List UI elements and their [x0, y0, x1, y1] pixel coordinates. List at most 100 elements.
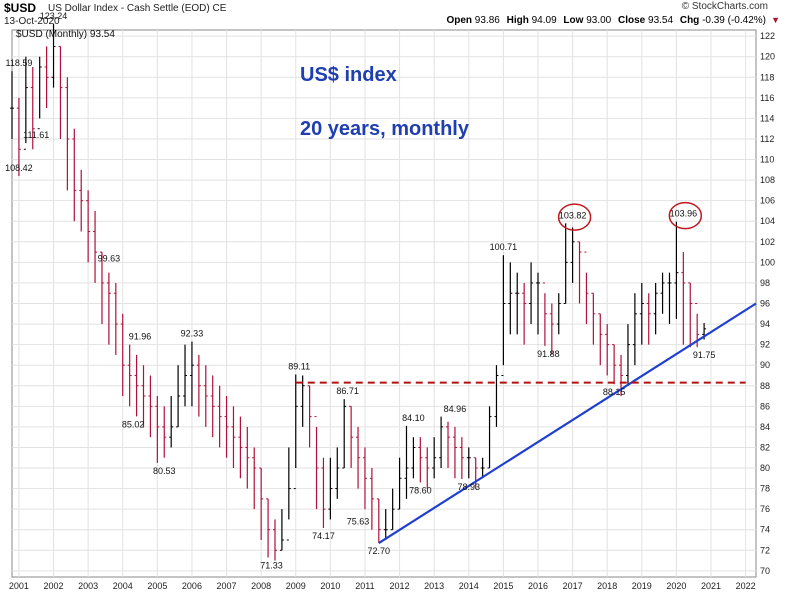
- y-tick-label: 114: [760, 113, 774, 123]
- ohlc-bar: [349, 405, 354, 469]
- ohlc-bar: [501, 255, 506, 376]
- price-label: 89.11: [288, 361, 310, 371]
- ohlc-bar: [549, 303, 554, 355]
- peak-circles: [557, 201, 703, 231]
- ohlc-bar: [653, 282, 658, 335]
- ohlc-readout: Open 93.86 High 94.09 Low 93.00 Close 93…: [446, 15, 766, 26]
- price-label: 123.24: [40, 11, 68, 21]
- ohlc-bar: [37, 56, 42, 130]
- ohlc-bar: [293, 374, 298, 490]
- price-label: 91.88: [537, 349, 560, 359]
- y-tick-label: 90: [760, 360, 770, 370]
- copyright-label: © StockCharts.com: [681, 1, 768, 12]
- y-tick-label: 102: [760, 237, 775, 247]
- y-tick-label: 108: [760, 175, 775, 185]
- ohlc-bar: [612, 344, 617, 385]
- y-tick-label: 74: [760, 525, 770, 535]
- ohlc-bar: [328, 457, 333, 520]
- x-tick-label: 2005: [147, 581, 167, 591]
- ohlc-bar: [577, 241, 582, 304]
- ohlc-bar: [452, 426, 457, 479]
- y-tick-label: 116: [760, 93, 774, 103]
- ohlc-bar: [169, 396, 174, 448]
- ohlc-bar: [65, 77, 70, 191]
- x-tick-label: 2013: [424, 581, 444, 591]
- ohlc-bar: [605, 324, 610, 376]
- ohlc-bar: [272, 519, 277, 561]
- ohlc-bar: [79, 169, 84, 232]
- price-label: 108.42: [5, 163, 33, 173]
- ohlc-bar: [44, 46, 49, 109]
- dropdown-triangle-icon[interactable]: ▼: [771, 15, 780, 25]
- price-label: 100.71: [490, 242, 518, 252]
- ohlc-bar: [487, 406, 492, 469]
- x-tick-label: 2022: [736, 581, 756, 591]
- ohlc-bar: [342, 399, 347, 469]
- y-tick-label: 76: [760, 504, 770, 514]
- ohlc-bar: [390, 488, 395, 531]
- x-tick-label: 2007: [217, 581, 237, 591]
- ohlc-bar: [418, 437, 423, 483]
- ohlc-bar: [335, 447, 340, 499]
- ohlc-bar: [556, 293, 561, 335]
- x-tick-label: 2008: [251, 581, 271, 591]
- annotation-title: US$ index: [300, 64, 397, 86]
- y-tick-label: 96: [760, 299, 770, 309]
- ohlc-bar: [439, 416, 444, 469]
- price-label: 92.33: [181, 329, 204, 339]
- price-label: 78.60: [409, 485, 432, 495]
- y-tick-label: 104: [760, 216, 775, 226]
- price-label: 86.71: [336, 386, 359, 396]
- x-tick-label: 2021: [701, 581, 721, 591]
- support-trend-line: [378, 302, 757, 544]
- ohlc-bar: [515, 272, 520, 335]
- ohlc-bar: [446, 421, 451, 469]
- instrument-name: US Dollar Index - Cash Settle (EOD) CE: [48, 3, 227, 14]
- ohlc-bar: [72, 128, 77, 222]
- ohlc-bar: [58, 45, 63, 139]
- y-tick-label: 82: [760, 442, 770, 452]
- ohlc-bar: [134, 354, 139, 417]
- y-tick-label: 84: [760, 422, 770, 432]
- ohlc-bar: [10, 71, 14, 139]
- x-tick-label: 2020: [666, 581, 686, 591]
- legend-label: $USD (Monthly) 93.54: [16, 29, 115, 40]
- x-tick-label: 2012: [390, 581, 410, 591]
- ohlc-bar: [508, 262, 513, 335]
- ohlc-bar: [411, 437, 416, 479]
- ohlc-bar: [210, 375, 215, 438]
- price-label: 111.61: [23, 130, 49, 140]
- ohlc-bar: [688, 282, 693, 348]
- ohlc-bar: [667, 272, 672, 325]
- x-tick-label: 2016: [528, 581, 548, 591]
- ohlc-bar: [231, 406, 236, 469]
- ohlc-bar: [286, 447, 291, 541]
- ohlc-bar: [196, 354, 201, 417]
- price-label: 99.63: [98, 253, 121, 263]
- x-tick-label: 2003: [78, 581, 98, 591]
- ohlc-bar: [307, 385, 312, 448]
- ohlc-bar: [120, 313, 125, 397]
- ohlc-bar: [99, 251, 104, 325]
- y-tick-label: 106: [760, 196, 775, 206]
- ohlc-bar: [86, 190, 91, 263]
- y-tick-label: 94: [760, 319, 770, 329]
- date-label: 13-Oct-2020: [4, 16, 60, 27]
- annotation-subtitle: 20 years, monthly: [300, 118, 470, 140]
- ohlc-bar: [217, 385, 222, 448]
- ohlc-bar: [155, 396, 160, 463]
- ohlc-bar: [141, 365, 146, 427]
- ohlc-bar: [252, 447, 257, 510]
- ohlc-bar: [176, 365, 181, 428]
- price-label: 74.17: [312, 531, 335, 541]
- ohlc-bars: [10, 23, 707, 561]
- ohlc-bar: [494, 365, 499, 427]
- x-tick-label: 2006: [182, 581, 202, 591]
- x-tick-label: 2001: [9, 581, 29, 591]
- ohlc-bar: [425, 447, 430, 489]
- symbol-label: $USD: [4, 1, 37, 15]
- ohlc-bar: [183, 344, 188, 407]
- price-label: 80.53: [153, 466, 176, 476]
- x-tick-label: 2002: [44, 581, 64, 591]
